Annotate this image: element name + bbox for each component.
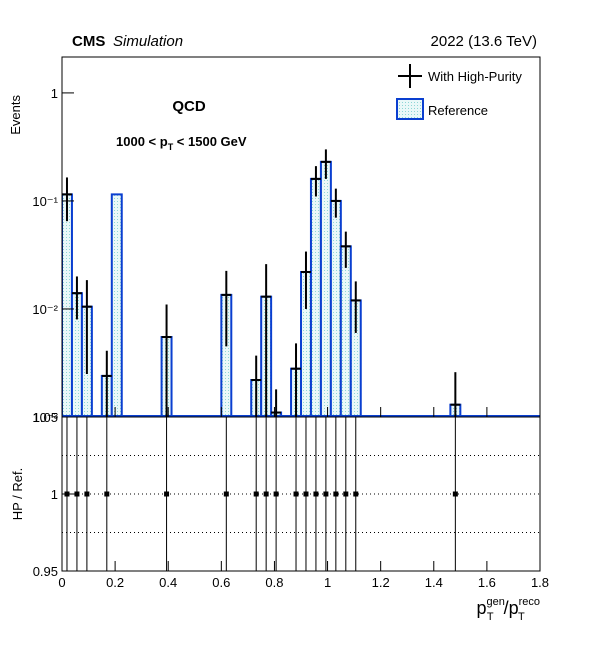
ratio-point (353, 491, 359, 497)
x-tick-label: 0.4 (159, 575, 177, 590)
legend-swatch (396, 98, 424, 120)
ratio-point (74, 491, 80, 497)
ratio-point (343, 491, 349, 497)
y-tick-label: 1.05 (33, 410, 58, 425)
y-tick-label: 1 (51, 86, 58, 101)
x-tick-label: 1.8 (531, 575, 549, 590)
ratio-point (263, 491, 269, 497)
legend-label: With High-Purity (428, 69, 522, 84)
cut-text: 1000 < p (116, 134, 168, 149)
energy: 2022 (13.6 TeV) (431, 33, 537, 50)
x-label-sup: gen (486, 596, 504, 608)
x-tick-label: 1.6 (478, 575, 496, 590)
ratio-point (313, 491, 319, 497)
ratio-point (104, 491, 110, 497)
x-label-part: /p (504, 598, 519, 618)
ratio-y-label: HP / Ref. (10, 468, 25, 521)
cut-text: < 1500 GeV (173, 134, 247, 149)
y-axis-label: Events (8, 95, 23, 135)
ratio-point (164, 491, 170, 497)
ratio-area (64, 417, 458, 571)
x-tick-label: 1.2 (372, 575, 390, 590)
reference-bar (329, 199, 342, 417)
x-label-sup: reco (519, 596, 540, 608)
reference-bar (309, 177, 322, 417)
ratio-point (273, 491, 279, 497)
cut-label: 1000 < pT < 1500 GeV (116, 134, 247, 152)
x-tick-label: 1.4 (425, 575, 443, 590)
y-tick-label: 0.95 (33, 564, 58, 579)
ratio-point (253, 491, 259, 497)
x-label-part: p (476, 598, 486, 618)
x-tick-label: 0 (58, 575, 65, 590)
frame (61, 416, 541, 572)
x-tick-label: 0.2 (106, 575, 124, 590)
y-tick-label: 10⁻² (32, 302, 58, 317)
y-tick-label: 10⁻¹ (32, 194, 58, 209)
status: Simulation (113, 33, 183, 50)
reference-bar (110, 193, 123, 417)
ratio-point (84, 491, 90, 497)
x-tick-label: 1 (324, 575, 331, 590)
y-tick-label: 10⁻³ (32, 410, 58, 425)
x-tick-label: 0.8 (265, 575, 283, 590)
ratio-point (323, 491, 329, 497)
reference-bar (319, 160, 332, 417)
process-label: QCD (172, 98, 206, 115)
ratio-point (333, 491, 339, 497)
ratio-point (223, 491, 229, 497)
legend-label: Reference (428, 103, 488, 118)
x-tick-label: 0.6 (212, 575, 230, 590)
reference-bar (62, 193, 73, 417)
cut-sub: T (168, 142, 174, 152)
y-tick-label: 1 (51, 487, 58, 502)
x-label-sub: T (487, 611, 494, 623)
experiment: CMS (72, 33, 105, 50)
ratio-point (303, 491, 309, 497)
plot-area (62, 149, 540, 417)
ratio-point (452, 491, 458, 497)
ratio-point (293, 491, 299, 497)
reference-bar (339, 245, 352, 417)
x-label-sub: T (518, 611, 525, 623)
x-axis-label: pgen T/preco T (476, 596, 540, 623)
